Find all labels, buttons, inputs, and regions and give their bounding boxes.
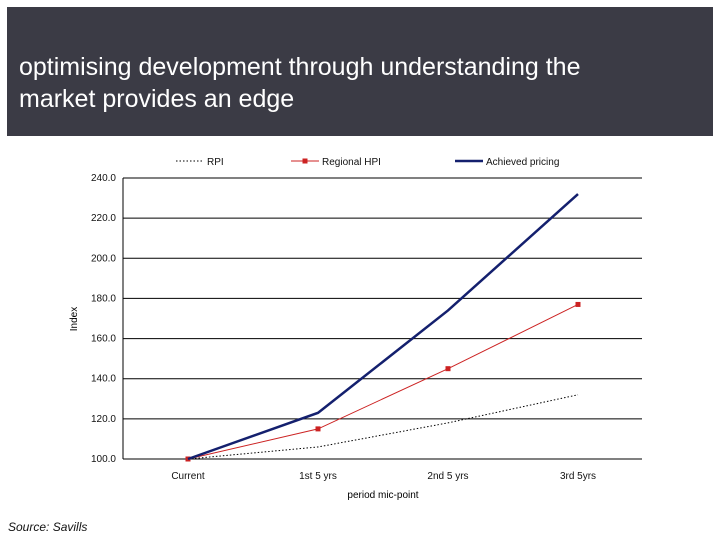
chart-grid: [122, 177, 642, 460]
legend-marker-regional-hpi: [302, 158, 308, 164]
y-axis-ticks: 100.0 120.0 140.0 160.0 180.0 200.0 220.0 240.0: [91, 173, 116, 465]
y-tick-label: 120.0: [91, 414, 116, 425]
chart-legend: RPI Regional HPI Achieved pricing: [176, 157, 559, 168]
slide-title: optimising development through understan…: [19, 53, 581, 113]
y-tick-label: 140.0: [91, 374, 116, 385]
achieved-pricing-series-line: [187, 193, 579, 461]
x-axis-ticks: Current 1st 5 yrs 2nd 5 yrs 3rd 5yrs: [171, 471, 596, 482]
x-tick-label: 1st 5 yrs: [299, 471, 337, 482]
regional-hpi-point: [445, 366, 451, 372]
x-axis-label: period mic-point: [347, 490, 418, 501]
x-tick-label: Current: [171, 471, 205, 482]
regional-hpi-point: [575, 301, 581, 307]
regional-hpi-point: [315, 426, 321, 432]
title-banner: optimising development through understan…: [7, 7, 713, 136]
line-chart: RPI Regional HPI Achieved pricing 100.0 120…: [69, 157, 642, 501]
y-tick-label: 100.0: [91, 454, 116, 465]
y-tick-label: 160.0: [91, 334, 116, 345]
legend-label-achieved-pricing: Achieved pricing: [486, 157, 559, 168]
y-tick-label: 220.0: [91, 213, 116, 224]
y-tick-label: 200.0: [91, 253, 116, 264]
x-tick-label: 2nd 5 yrs: [427, 471, 468, 482]
regional-hpi-series-line: [187, 304, 579, 460]
y-axis-label: Index: [69, 307, 80, 331]
y-tick-label: 240.0: [91, 173, 116, 184]
rpi-series-line: [187, 394, 579, 460]
y-tick-label: 180.0: [91, 293, 116, 304]
source-note: Source: Savills: [8, 520, 88, 534]
x-tick-label: 3rd 5yrs: [560, 471, 596, 482]
legend-label-rpi: RPI: [207, 157, 224, 168]
legend-label-regional-hpi: Regional HPI: [322, 157, 381, 168]
chart-series: [185, 193, 581, 462]
